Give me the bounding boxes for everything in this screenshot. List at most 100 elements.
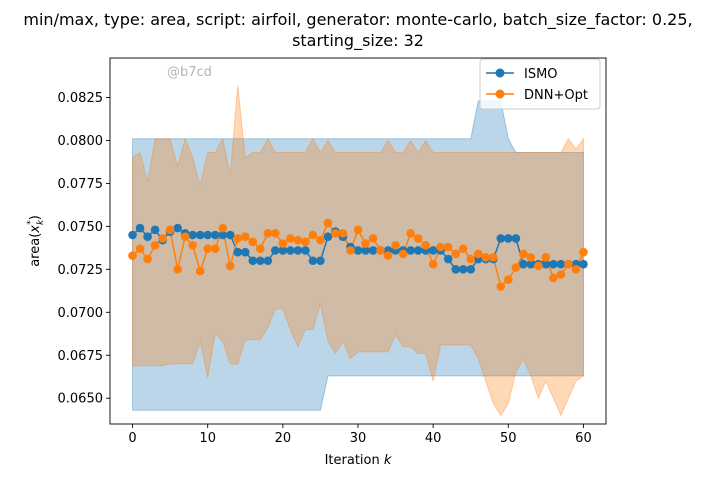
point-dnn-opt — [301, 237, 310, 247]
y-axis: 0.0650 0.0675 0.0700 0.0725 0.0750 0.0775 0.08… — [58, 91, 110, 407]
point-dnn-opt — [128, 251, 137, 260]
point-ismo — [428, 246, 438, 255]
point-ismo — [541, 259, 551, 269]
point-ismo — [225, 230, 235, 240]
point-dnn-opt — [346, 246, 355, 255]
y-tick-label: 0.0825 — [58, 91, 104, 106]
point-dnn-opt — [383, 251, 393, 260]
x-axis: 0 10 20 30 40 50 60 — [128, 424, 592, 446]
point-dnn-opt — [564, 259, 573, 269]
legend-label-ismo: ISMO — [524, 67, 558, 82]
point-dnn-opt — [391, 241, 400, 250]
point-dnn-opt — [225, 261, 235, 271]
point-ismo — [135, 223, 145, 233]
x-tick-label: 60 — [575, 431, 592, 446]
y-tick-label: 0.0700 — [58, 306, 104, 321]
plot-area — [128, 85, 588, 417]
point-dnn-opt — [571, 265, 581, 274]
point-dnn-opt — [488, 253, 498, 262]
point-dnn-opt — [473, 249, 483, 259]
point-ismo — [368, 246, 378, 255]
point-ismo — [255, 256, 265, 266]
point-dnn-opt — [210, 244, 220, 254]
point-ismo — [218, 230, 228, 240]
point-ismo — [308, 256, 318, 266]
point-dnn-opt — [353, 225, 363, 235]
point-dnn-opt — [413, 234, 423, 243]
point-dnn-opt — [526, 253, 536, 262]
point-ismo — [353, 246, 363, 255]
point-dnn-opt — [255, 244, 265, 254]
y-tick-label: 0.0675 — [58, 349, 104, 364]
point-ismo — [143, 232, 152, 241]
point-dnn-opt — [466, 254, 476, 264]
point-dnn-opt — [240, 232, 250, 241]
point-dnn-opt — [361, 239, 370, 248]
y-axis-label-main: area( — [28, 233, 43, 267]
x-axis-label-var: k — [384, 453, 392, 468]
y-tick-label: 0.0775 — [58, 177, 104, 192]
point-dnn-opt — [519, 249, 528, 259]
point-dnn-opt — [286, 234, 295, 243]
x-tick-label: 0 — [128, 431, 136, 446]
point-ismo — [271, 246, 280, 255]
point-dnn-opt — [233, 234, 243, 243]
point-ismo — [301, 246, 310, 255]
point-dnn-opt — [421, 241, 430, 250]
point-ismo — [248, 256, 258, 266]
point-dnn-opt — [496, 282, 506, 291]
point-dnn-opt — [406, 228, 415, 238]
y-tick-label: 0.0650 — [58, 392, 104, 407]
point-ismo — [263, 256, 273, 266]
legend-marker-ismo — [495, 68, 505, 78]
point-dnn-opt — [579, 247, 588, 257]
y-axis-label-sub: k — [36, 219, 46, 225]
point-ismo — [519, 259, 528, 269]
y-tick-label: 0.0750 — [58, 220, 104, 235]
point-dnn-opt — [504, 275, 513, 284]
point-ismo — [361, 246, 370, 255]
legend-marker-dnn-opt — [495, 89, 505, 99]
y-tick-label: 0.0800 — [58, 134, 104, 149]
point-dnn-opt — [511, 263, 521, 272]
point-ismo — [173, 223, 182, 233]
point-ismo — [413, 246, 423, 255]
point-dnn-opt — [271, 228, 280, 238]
point-dnn-opt — [308, 230, 318, 240]
x-tick-label: 10 — [199, 431, 216, 446]
point-ismo — [128, 230, 137, 240]
point-ismo — [549, 259, 558, 269]
point-ismo — [278, 246, 288, 255]
point-dnn-opt — [293, 235, 303, 245]
point-dnn-opt — [195, 266, 205, 276]
point-dnn-opt — [203, 244, 212, 254]
point-dnn-opt — [278, 239, 288, 248]
point-dnn-opt — [541, 253, 551, 262]
point-dnn-opt — [458, 244, 468, 254]
y-axis-label-sup: * — [26, 220, 36, 225]
point-dnn-opt — [398, 249, 408, 259]
point-dnn-opt — [158, 234, 167, 243]
point-dnn-opt — [263, 228, 273, 238]
point-dnn-opt — [316, 235, 325, 245]
point-dnn-opt — [481, 253, 491, 262]
point-ismo — [556, 259, 566, 269]
point-dnn-opt — [188, 241, 197, 250]
point-dnn-opt — [135, 244, 145, 254]
point-dnn-opt — [248, 237, 258, 247]
point-dnn-opt — [143, 254, 152, 264]
point-dnn-opt — [173, 265, 182, 274]
point-ismo — [526, 259, 536, 269]
x-axis-label-text: Iteration — [325, 453, 380, 468]
y-axis-label-x: x — [28, 225, 43, 234]
point-ismo — [451, 265, 461, 274]
point-dnn-opt — [218, 223, 228, 233]
watermark: @b7cd — [167, 65, 212, 80]
legend-box — [479, 58, 601, 110]
x-tick-label: 30 — [350, 431, 367, 446]
y-axis-label: area(xk*) — [26, 215, 46, 267]
point-ismo — [323, 232, 333, 241]
point-ismo — [496, 234, 506, 243]
point-ismo — [203, 230, 212, 240]
band-ismo — [132, 100, 584, 411]
